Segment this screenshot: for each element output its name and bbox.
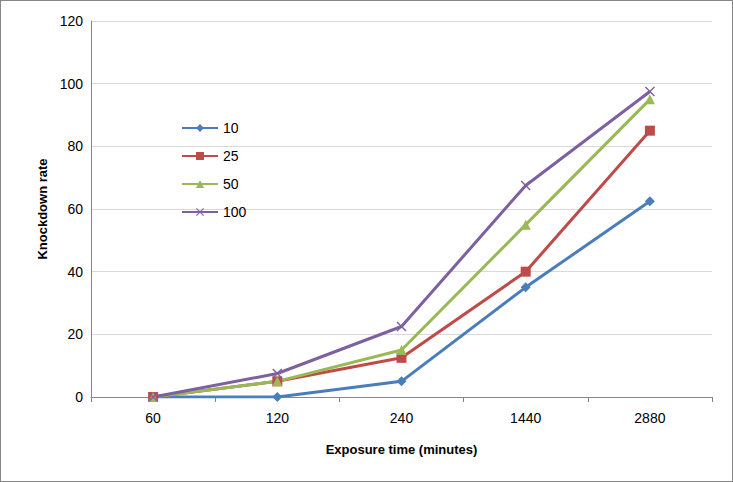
svg-text:120: 120 [60, 13, 84, 29]
svg-text:2880: 2880 [634, 410, 665, 426]
svg-text:50: 50 [223, 176, 239, 192]
svg-text:25: 25 [223, 148, 239, 164]
svg-text:0: 0 [75, 389, 83, 405]
svg-text:80: 80 [67, 138, 83, 154]
svg-text:40: 40 [67, 264, 83, 280]
svg-text:10: 10 [223, 120, 239, 136]
svg-text:120: 120 [266, 410, 290, 426]
svg-text:100: 100 [223, 204, 247, 220]
svg-text:Exposure time (minutes): Exposure time (minutes) [326, 442, 478, 457]
svg-text:240: 240 [390, 410, 414, 426]
svg-text:100: 100 [60, 76, 84, 92]
svg-text:60: 60 [145, 410, 161, 426]
svg-text:Knockdown rate: Knockdown rate [35, 158, 50, 259]
svg-text:1440: 1440 [510, 410, 541, 426]
svg-text:60: 60 [67, 201, 83, 217]
svg-text:20: 20 [67, 326, 83, 342]
